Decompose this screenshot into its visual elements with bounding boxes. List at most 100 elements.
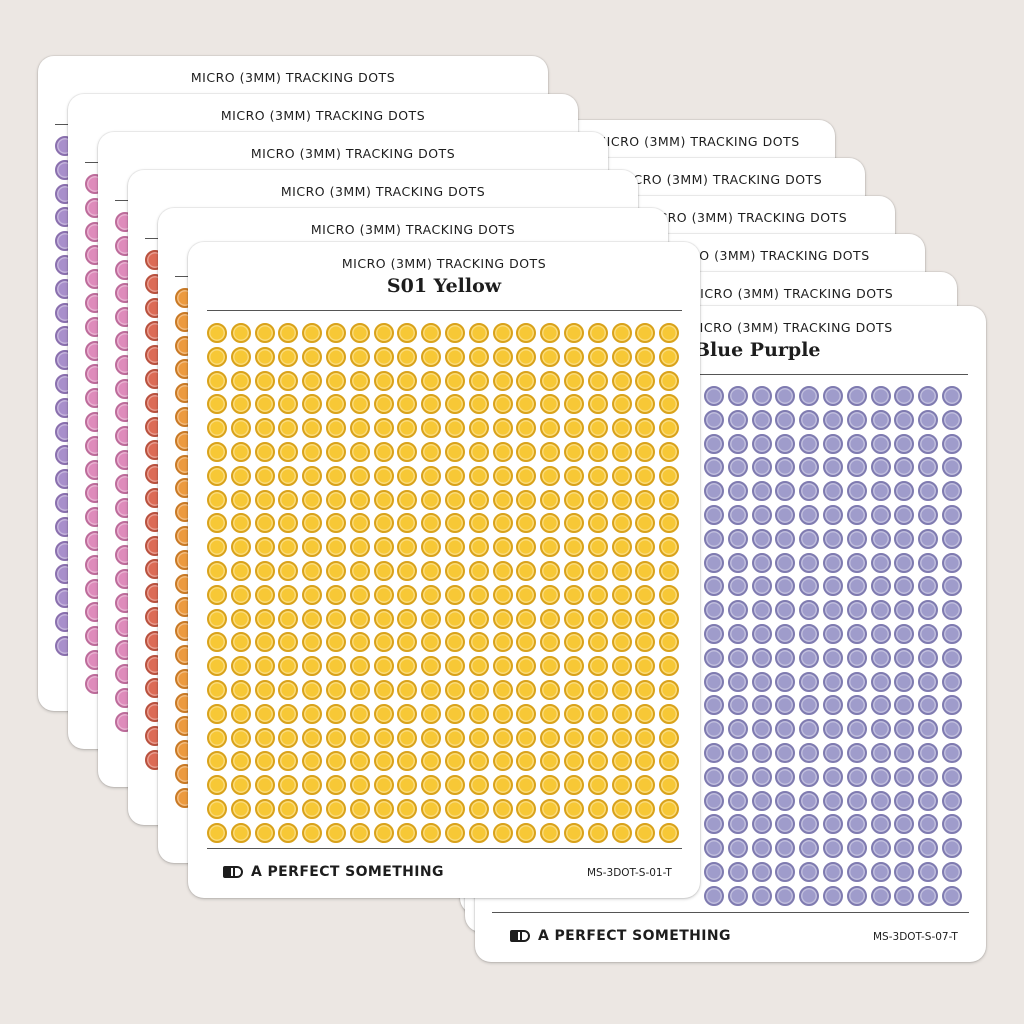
tracking-dot <box>799 695 820 716</box>
tracking-dot <box>918 647 939 668</box>
tracking-dot <box>704 695 724 716</box>
tracking-dot <box>492 727 513 748</box>
tracking-dot <box>611 799 632 819</box>
tracking-dot <box>397 822 418 843</box>
tracking-dot <box>659 751 680 772</box>
tracking-dot <box>468 608 489 629</box>
tracking-dot <box>445 442 465 462</box>
tracking-dot <box>751 433 772 454</box>
tracking-dot <box>611 703 632 724</box>
tracking-dot <box>659 775 680 796</box>
tracking-dot <box>564 346 584 367</box>
tracking-dot <box>894 457 915 478</box>
tracking-dot <box>302 775 323 796</box>
tracking-dot <box>611 370 632 391</box>
tracking-dot <box>254 370 275 391</box>
tracking-dot <box>397 323 418 343</box>
sheet-subtitle: MICRO (3MM) TRACKING DOTS <box>617 172 823 187</box>
tracking-dot <box>587 775 608 796</box>
tracking-dot <box>727 600 748 621</box>
tracking-dot <box>564 465 584 486</box>
tracking-dot <box>918 719 939 740</box>
tracking-dot <box>278 656 299 677</box>
tracking-dot <box>704 885 724 906</box>
tracking-dot <box>704 576 724 597</box>
tracking-dot <box>349 465 370 486</box>
tracking-dot <box>278 513 299 534</box>
tracking-dot <box>373 442 394 462</box>
tracking-dot <box>751 743 772 763</box>
tracking-dot <box>870 695 891 716</box>
tracking-dot <box>918 505 939 525</box>
tracking-dot <box>230 394 251 415</box>
tracking-dot <box>635 703 656 724</box>
tracking-dot <box>397 799 418 819</box>
tracking-dot <box>326 727 346 748</box>
tracking-dot <box>516 394 537 415</box>
tracking-dot <box>564 442 584 462</box>
tracking-dot <box>373 703 394 724</box>
tracking-dot <box>775 433 796 454</box>
tracking-dot <box>587 418 608 439</box>
tracking-dot <box>846 481 867 502</box>
tracking-dot <box>659 394 680 415</box>
tracking-dot <box>775 719 796 740</box>
tracking-dot <box>918 885 939 906</box>
tracking-dot <box>373 584 394 605</box>
tracking-dot <box>704 457 724 478</box>
tracking-dot <box>326 442 346 462</box>
tracking-dot <box>492 775 513 796</box>
tracking-dot <box>230 799 251 819</box>
tracking-dot <box>278 632 299 653</box>
tracking-dot <box>587 727 608 748</box>
tracking-dot <box>751 862 772 882</box>
tracking-dot <box>587 370 608 391</box>
tracking-dot <box>302 680 323 700</box>
tracking-dot <box>564 513 584 534</box>
tracking-dot <box>492 370 513 391</box>
tracking-dot <box>564 323 584 343</box>
tracking-dot <box>397 465 418 486</box>
tracking-dot <box>397 370 418 391</box>
tracking-dot <box>942 719 962 740</box>
tracking-dot <box>775 552 796 573</box>
tracking-dot <box>254 703 275 724</box>
tracking-dot <box>421 608 442 629</box>
product-code: MS-3DOT-S-01-T <box>587 867 672 879</box>
tracking-dot <box>823 528 843 549</box>
tracking-dot <box>751 766 772 787</box>
tracking-dot <box>373 323 394 343</box>
tracking-dot <box>799 528 820 549</box>
tracking-dot <box>635 323 656 343</box>
tracking-dot <box>468 656 489 677</box>
tracking-dot <box>846 885 867 906</box>
tracking-dot <box>918 552 939 573</box>
tracking-dot <box>942 838 962 859</box>
tracking-dot <box>775 743 796 763</box>
tracking-dot <box>445 751 465 772</box>
sheet-subtitle: MICRO (3MM) TRACKING DOTS <box>688 320 893 335</box>
tracking-dot <box>421 822 442 843</box>
tracking-dot <box>516 799 537 819</box>
tracking-dot <box>564 703 584 724</box>
tracking-dot <box>254 465 275 486</box>
brand-name: A PERFECT SOMETHING <box>251 864 444 880</box>
tracking-dot <box>230 656 251 677</box>
tracking-dot <box>727 552 748 573</box>
tracking-dot <box>254 323 275 343</box>
tracking-dot <box>704 671 724 692</box>
tracking-dot <box>397 489 418 510</box>
sheet-subtitle: MICRO (3MM) TRACKING DOTS <box>665 248 870 263</box>
tracking-dot <box>492 680 513 700</box>
tracking-dot <box>799 838 820 859</box>
tracking-dot <box>278 418 299 439</box>
tracking-dot <box>799 600 820 621</box>
tracking-dot <box>846 766 867 787</box>
tracking-dot <box>727 624 748 644</box>
tracking-dot <box>302 489 323 510</box>
tracking-dot <box>207 822 227 843</box>
tracking-dot <box>942 647 962 668</box>
tracking-dot <box>421 775 442 796</box>
tracking-dot <box>704 481 724 502</box>
tracking-dot <box>349 370 370 391</box>
